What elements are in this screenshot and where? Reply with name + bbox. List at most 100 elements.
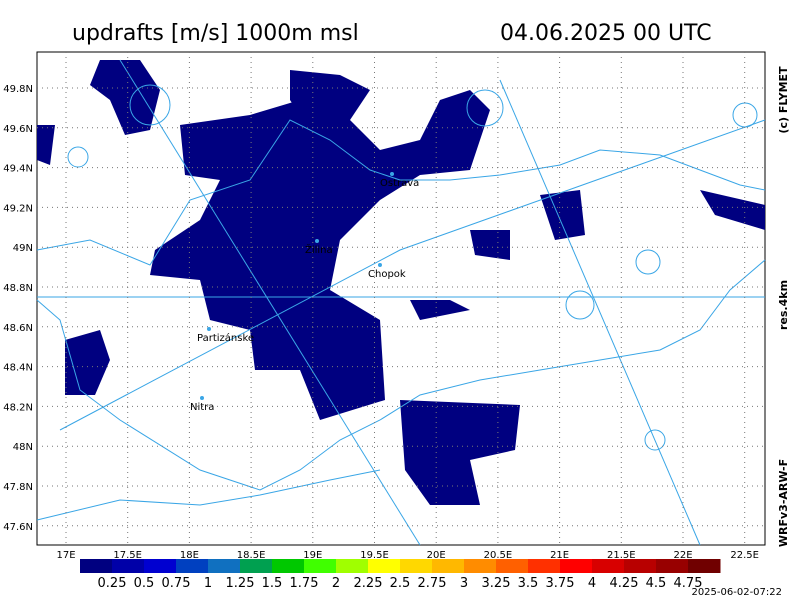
airway <box>499 79 701 546</box>
zone-circle <box>565 290 595 320</box>
map-area <box>36 51 766 546</box>
colorbar-swatch <box>688 559 721 573</box>
colorbar-swatch <box>176 559 209 573</box>
place-marker <box>378 263 382 267</box>
map-frame <box>36 51 766 546</box>
colorbar-label: 2.75 <box>418 576 447 591</box>
updraft-area <box>400 400 520 505</box>
colorbar-label: 4 <box>588 576 596 591</box>
lon-tick-label: 20.5E <box>484 550 513 561</box>
colorbar-swatch <box>240 559 273 573</box>
lat-tick-label: 49N <box>13 243 33 254</box>
lon-tick-label: 17.5E <box>113 550 142 561</box>
colorbar-swatch <box>368 559 401 573</box>
lon-tick-label: 18.5E <box>237 550 266 561</box>
colorbar: 0.25 0.5 0.75 1 1.25 1.5 1.75 2 2.25 2.5 2.75 3 3.25… <box>80 559 721 591</box>
colorbar-label: 3.75 <box>546 576 575 591</box>
lon-tick-label: 22.5E <box>730 550 759 561</box>
colorbar-swatch <box>592 559 625 573</box>
colorbar-label: 4.5 <box>646 576 667 591</box>
place-label: Ostrava <box>380 178 419 189</box>
place-labels: Ostrava Žilina Chopok Partizánske Nitra <box>190 172 419 413</box>
lon-tick-label: 19E <box>303 550 322 561</box>
updraft-area <box>90 60 160 135</box>
colorbar-swatch <box>208 559 241 573</box>
lon-tick-label: 21E <box>550 550 569 561</box>
lat-tick-label: 47.6N <box>3 522 33 533</box>
updraft-areas <box>37 60 765 505</box>
zone-circle <box>67 146 89 168</box>
colorbar-label: 1 <box>204 576 212 591</box>
title: updrafts [m/s] 1000m msl <box>72 21 359 46</box>
place-label: Partizánske <box>197 332 254 344</box>
updraft-area <box>410 300 470 320</box>
place-label: Chopok <box>368 269 406 280</box>
colorbar-swatch <box>80 559 113 573</box>
datetime: 04.06.2025 00 UTC <box>500 21 712 46</box>
colorbar-swatch <box>112 559 145 573</box>
colorbar-swatch <box>144 559 177 573</box>
lon-tick-label: 17E <box>56 550 75 561</box>
zone-circle <box>129 84 171 126</box>
colorbar-swatch <box>496 559 529 573</box>
colorbar-swatch <box>432 559 465 573</box>
place-label: Žilina <box>305 243 333 256</box>
zone-circle <box>466 89 504 127</box>
updraft-area <box>37 125 55 165</box>
lat-tick-label: 47.8N <box>3 482 33 493</box>
colorbar-label: 1.75 <box>290 576 319 591</box>
copyright: (c) FLYMET <box>777 66 790 134</box>
lat-tick-label: 48.2N <box>3 402 33 413</box>
colorbar-swatch <box>400 559 433 573</box>
place-marker <box>200 396 204 400</box>
place-marker <box>390 172 394 176</box>
zone-circle <box>644 429 666 451</box>
lat-tick-label: 49.8N <box>3 84 33 95</box>
lat-tick-label: 49.6N <box>3 124 33 135</box>
lon-tick-label: 20E <box>427 550 446 561</box>
border <box>36 259 766 491</box>
lat-tick-label: 49.4N <box>3 164 33 175</box>
colorbar-label: 3 <box>460 576 468 591</box>
updraft-area <box>150 90 490 420</box>
updraft-area <box>700 190 765 230</box>
airway <box>119 59 421 546</box>
airspace-lines <box>36 59 766 546</box>
colorbar-label: 0.25 <box>98 576 127 591</box>
model: WRFv3-ARW-F <box>777 459 790 547</box>
updraft-area <box>65 330 110 395</box>
colorbar-label: 2.25 <box>354 576 383 591</box>
lat-tick-label: 48N <box>13 442 33 453</box>
colorbar-swatch <box>336 559 369 573</box>
colorbar-swatch <box>304 559 337 573</box>
graticule <box>37 52 765 545</box>
colorbar-swatch <box>656 559 689 573</box>
colorbar-swatch <box>528 559 561 573</box>
updraft-area <box>540 190 585 240</box>
lat-tick-label: 48.8N <box>3 283 33 294</box>
lon-tick-label: 18E <box>180 550 199 561</box>
colorbar-label: 3.5 <box>518 576 539 591</box>
colorbar-swatch <box>272 559 305 573</box>
colorbar-label: 0.5 <box>134 576 155 591</box>
place-label: Nitra <box>190 402 214 413</box>
colorbar-swatch <box>624 559 657 573</box>
place-marker <box>207 327 211 331</box>
updraft-area <box>470 230 510 260</box>
colorbar-swatch <box>560 559 593 573</box>
zone-circle <box>635 249 661 275</box>
lat-tick-label: 49.2N <box>3 203 33 214</box>
colorbar-label: 1.5 <box>262 576 283 591</box>
updraft-area <box>290 70 370 130</box>
lon-tick-label: 19.5E <box>360 550 389 561</box>
border <box>36 119 766 266</box>
river <box>36 469 381 521</box>
timestamp: 2025-06-02-07:22 <box>691 587 782 598</box>
lon-tick-label: 22E <box>673 550 692 561</box>
colorbar-label: 4.25 <box>610 576 639 591</box>
colorbar-swatch <box>464 559 497 573</box>
axis-ticks: 49.8N 49.6N 49.4N 49.2N 49N 48.8N 48.6N 48.4N 48… <box>3 84 759 561</box>
resolution: res.4km <box>777 280 790 330</box>
